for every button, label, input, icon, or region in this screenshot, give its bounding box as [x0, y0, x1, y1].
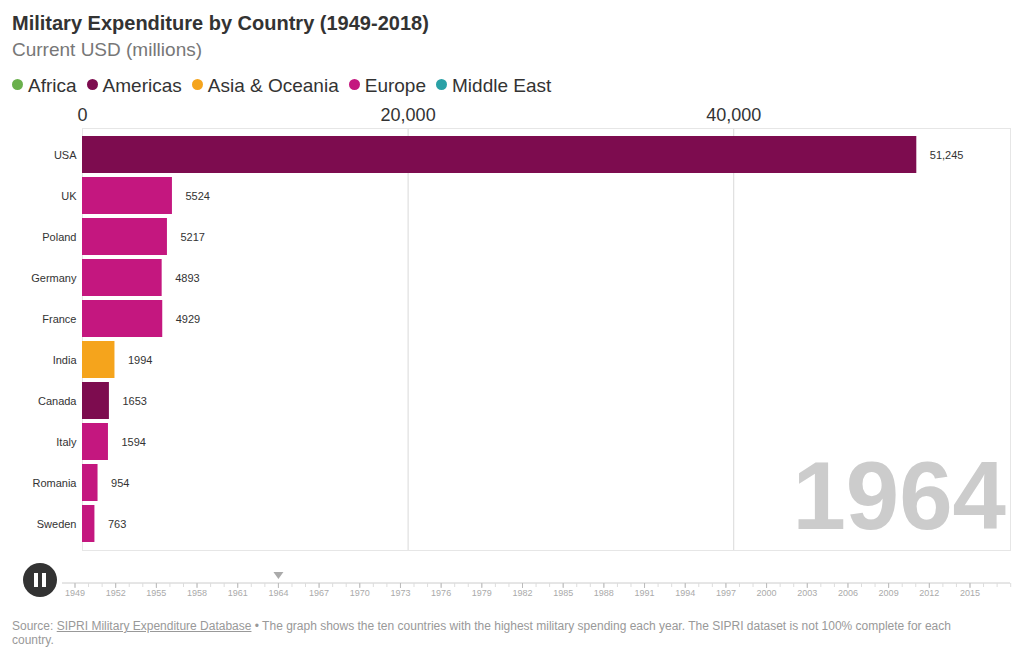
svg-text:1973: 1973 — [390, 588, 410, 598]
svg-text:1967: 1967 — [309, 588, 329, 598]
svg-text:4893: 4893 — [175, 272, 199, 284]
svg-text:1952: 1952 — [106, 588, 126, 598]
svg-text:1988: 1988 — [594, 588, 614, 598]
svg-text:1955: 1955 — [146, 588, 166, 598]
svg-text:1994: 1994 — [675, 588, 695, 598]
svg-text:1985: 1985 — [553, 588, 573, 598]
svg-text:0: 0 — [77, 105, 87, 125]
html-text:Americas: Americas — [102, 75, 182, 96]
svg-text:Poland: Poland — [42, 231, 76, 243]
svg-text:5524: 5524 — [185, 190, 209, 202]
svg-text:1964: 1964 — [268, 588, 288, 598]
svg-text:1958: 1958 — [187, 588, 207, 598]
svg-text:Sweden: Sweden — [37, 518, 77, 530]
svg-text:USA: USA — [54, 149, 77, 161]
html-text:Africa: Africa — [28, 75, 77, 96]
html-text:Source: SIPRI Military Expendi: Source: SIPRI Military Expenditure Datab… — [12, 619, 951, 647]
svg-text:4929: 4929 — [176, 313, 200, 325]
svg-text:1653: 1653 — [122, 395, 146, 407]
svg-text:1997: 1997 — [716, 588, 736, 598]
svg-text:2015: 2015 — [960, 588, 980, 598]
svg-text:Canada: Canada — [38, 395, 77, 407]
html-text:Asia & Oceania: Asia & Oceania — [207, 75, 339, 96]
svg-text:954: 954 — [111, 477, 129, 489]
html-text:1964: 1964 — [792, 442, 1006, 549]
svg-text:1594: 1594 — [121, 436, 145, 448]
svg-text:40,000: 40,000 — [706, 105, 761, 125]
svg-text:20,000: 20,000 — [381, 105, 436, 125]
html-text:Middle East: Middle East — [452, 75, 552, 96]
svg-text:51,245: 51,245 — [930, 149, 964, 161]
html-text:Military Expenditure by Countr: Military Expenditure by Country (1949-20… — [12, 12, 429, 34]
svg-text:2006: 2006 — [838, 588, 858, 598]
svg-text:5217: 5217 — [180, 231, 204, 243]
svg-text:1979: 1979 — [472, 588, 492, 598]
svg-text:2012: 2012 — [919, 588, 939, 598]
svg-text:2003: 2003 — [797, 588, 817, 598]
svg-text:2009: 2009 — [879, 588, 899, 598]
html-text:Europe: Europe — [364, 75, 426, 96]
svg-text:1982: 1982 — [512, 588, 532, 598]
svg-text:India: India — [53, 354, 78, 366]
svg-text:Italy: Italy — [56, 436, 77, 448]
svg-text:Germany: Germany — [31, 272, 77, 284]
svg-text:1991: 1991 — [635, 588, 655, 598]
svg-text:France: France — [42, 313, 76, 325]
svg-text:1976: 1976 — [431, 588, 451, 598]
svg-text:1994: 1994 — [128, 354, 152, 366]
svg-text:UK: UK — [61, 190, 77, 202]
svg-text:Romania: Romania — [32, 477, 77, 489]
svg-text:1949: 1949 — [65, 588, 85, 598]
svg-text:1970: 1970 — [350, 588, 370, 598]
svg-text:2000: 2000 — [757, 588, 777, 598]
svg-text:1961: 1961 — [228, 588, 248, 598]
svg-text:763: 763 — [108, 518, 126, 530]
html-text:Current USD (millions): Current USD (millions) — [12, 39, 202, 60]
